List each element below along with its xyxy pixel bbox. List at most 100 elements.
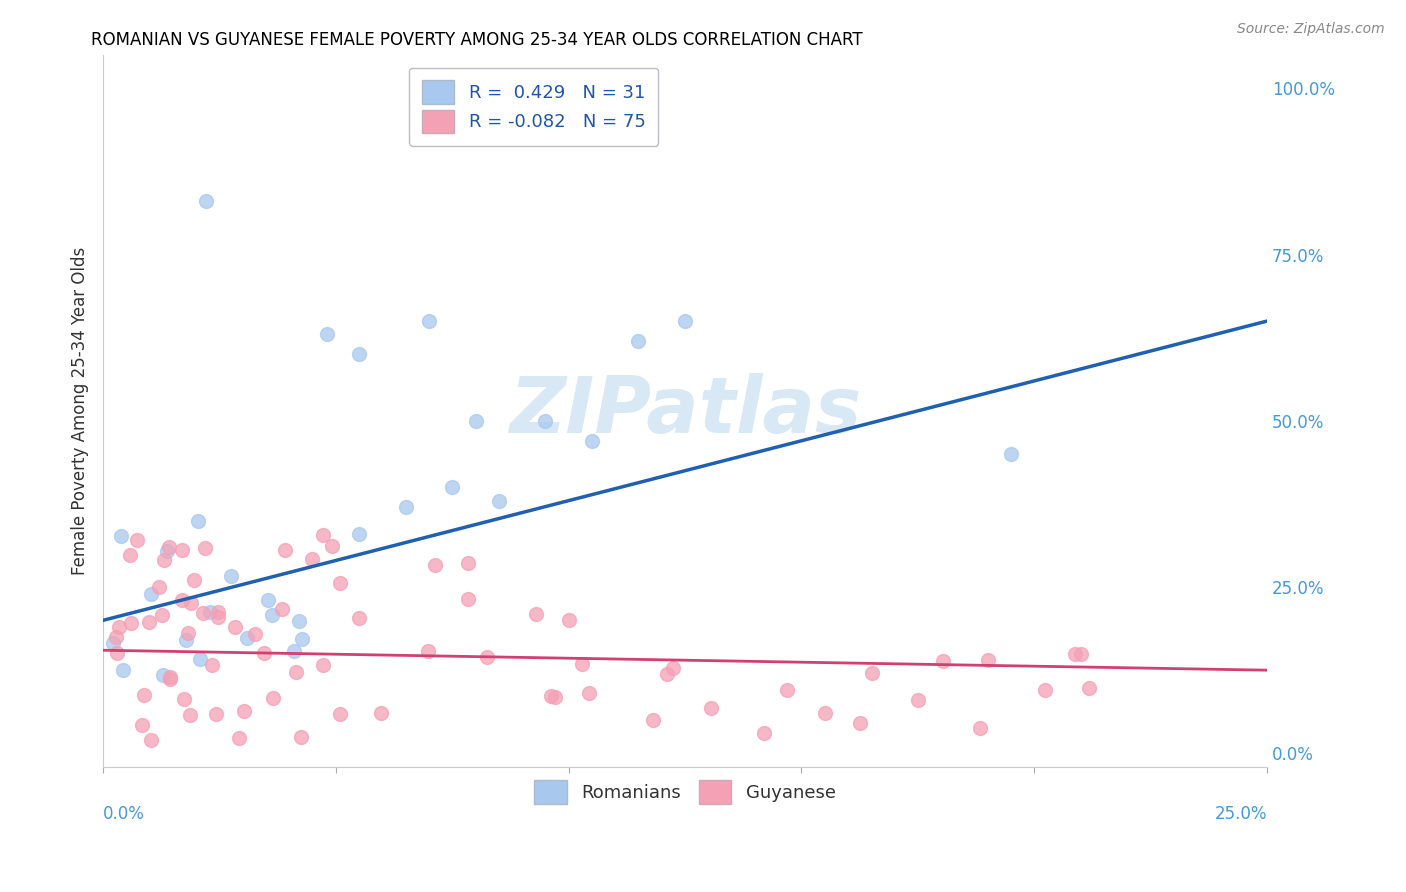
Point xyxy=(329,707,352,722)
Point xyxy=(219,569,242,583)
Point xyxy=(321,539,343,553)
Point xyxy=(370,706,392,721)
Point xyxy=(1000,447,1022,461)
Point xyxy=(194,194,217,209)
Point xyxy=(312,657,335,672)
Text: ZIPatlas: ZIPatlas xyxy=(509,373,860,449)
Point xyxy=(931,654,953,668)
Point xyxy=(270,601,292,615)
Point xyxy=(312,528,335,542)
Point xyxy=(120,615,142,630)
Point xyxy=(157,540,180,554)
Point xyxy=(907,693,929,707)
Point xyxy=(290,730,312,744)
Point xyxy=(578,686,600,700)
Point xyxy=(464,414,486,428)
Point xyxy=(105,646,128,660)
Point xyxy=(262,608,284,623)
Point xyxy=(673,314,696,328)
Point xyxy=(183,574,205,588)
Point xyxy=(159,672,181,686)
Point xyxy=(174,632,197,647)
Point xyxy=(207,609,229,624)
Point xyxy=(120,548,142,562)
Point xyxy=(198,606,221,620)
Point xyxy=(571,657,593,671)
Point xyxy=(441,480,464,494)
Point xyxy=(1070,647,1092,661)
Point xyxy=(581,434,603,448)
Point xyxy=(179,708,201,723)
Legend: Romanians, Guyanese: Romanians, Guyanese xyxy=(527,773,844,811)
Text: ROMANIAN VS GUYANESE FEMALE POVERTY AMONG 25-34 YEAR OLDS CORRELATION CHART: ROMANIAN VS GUYANESE FEMALE POVERTY AMON… xyxy=(91,31,863,49)
Point xyxy=(641,713,664,727)
Point xyxy=(101,635,124,649)
Point xyxy=(418,314,440,328)
Point xyxy=(150,607,173,622)
Point xyxy=(754,726,776,740)
Point xyxy=(976,653,998,667)
Point xyxy=(347,611,370,625)
Point xyxy=(1064,647,1087,661)
Point xyxy=(134,688,156,702)
Point xyxy=(170,543,193,558)
Point xyxy=(627,334,650,348)
Point xyxy=(201,658,224,673)
Point xyxy=(301,551,323,566)
Point xyxy=(291,632,314,646)
Point xyxy=(488,493,510,508)
Point xyxy=(190,652,212,666)
Point xyxy=(236,632,259,646)
Point xyxy=(256,592,278,607)
Point xyxy=(262,691,284,706)
Point xyxy=(228,731,250,746)
Point xyxy=(194,541,217,555)
Point xyxy=(848,716,870,731)
Point xyxy=(177,626,200,640)
Point xyxy=(457,556,479,570)
Point xyxy=(284,665,307,679)
Point xyxy=(233,704,256,718)
Point xyxy=(457,592,479,607)
Point xyxy=(139,732,162,747)
Point xyxy=(173,691,195,706)
Point xyxy=(205,706,228,721)
Point xyxy=(524,607,547,621)
Point xyxy=(416,643,439,657)
Point xyxy=(814,706,837,721)
Point xyxy=(156,544,179,558)
Text: Source: ZipAtlas.com: Source: ZipAtlas.com xyxy=(1237,22,1385,37)
Text: 25.0%: 25.0% xyxy=(1215,805,1267,823)
Point xyxy=(700,701,723,715)
Point xyxy=(224,620,246,634)
Point xyxy=(148,580,170,594)
Point xyxy=(125,533,148,547)
Point xyxy=(110,529,132,543)
Point xyxy=(112,663,135,677)
Point xyxy=(329,575,352,590)
Point xyxy=(283,644,305,658)
Point xyxy=(347,527,370,541)
Point xyxy=(534,414,557,428)
Point xyxy=(138,615,160,629)
Point xyxy=(315,327,337,342)
Point xyxy=(662,661,685,675)
Point xyxy=(860,665,883,680)
Point xyxy=(243,626,266,640)
Point xyxy=(544,690,567,704)
Point xyxy=(557,613,579,627)
Point xyxy=(172,593,194,607)
Point xyxy=(395,500,418,515)
Point xyxy=(180,596,202,610)
Point xyxy=(207,605,229,619)
Point xyxy=(152,668,174,682)
Point xyxy=(425,558,447,572)
Point xyxy=(287,614,309,628)
Point xyxy=(540,689,562,703)
Point xyxy=(252,646,274,660)
Point xyxy=(108,620,131,634)
Point xyxy=(191,606,214,620)
Point xyxy=(131,718,153,732)
Point xyxy=(159,670,181,684)
Point xyxy=(776,683,799,698)
